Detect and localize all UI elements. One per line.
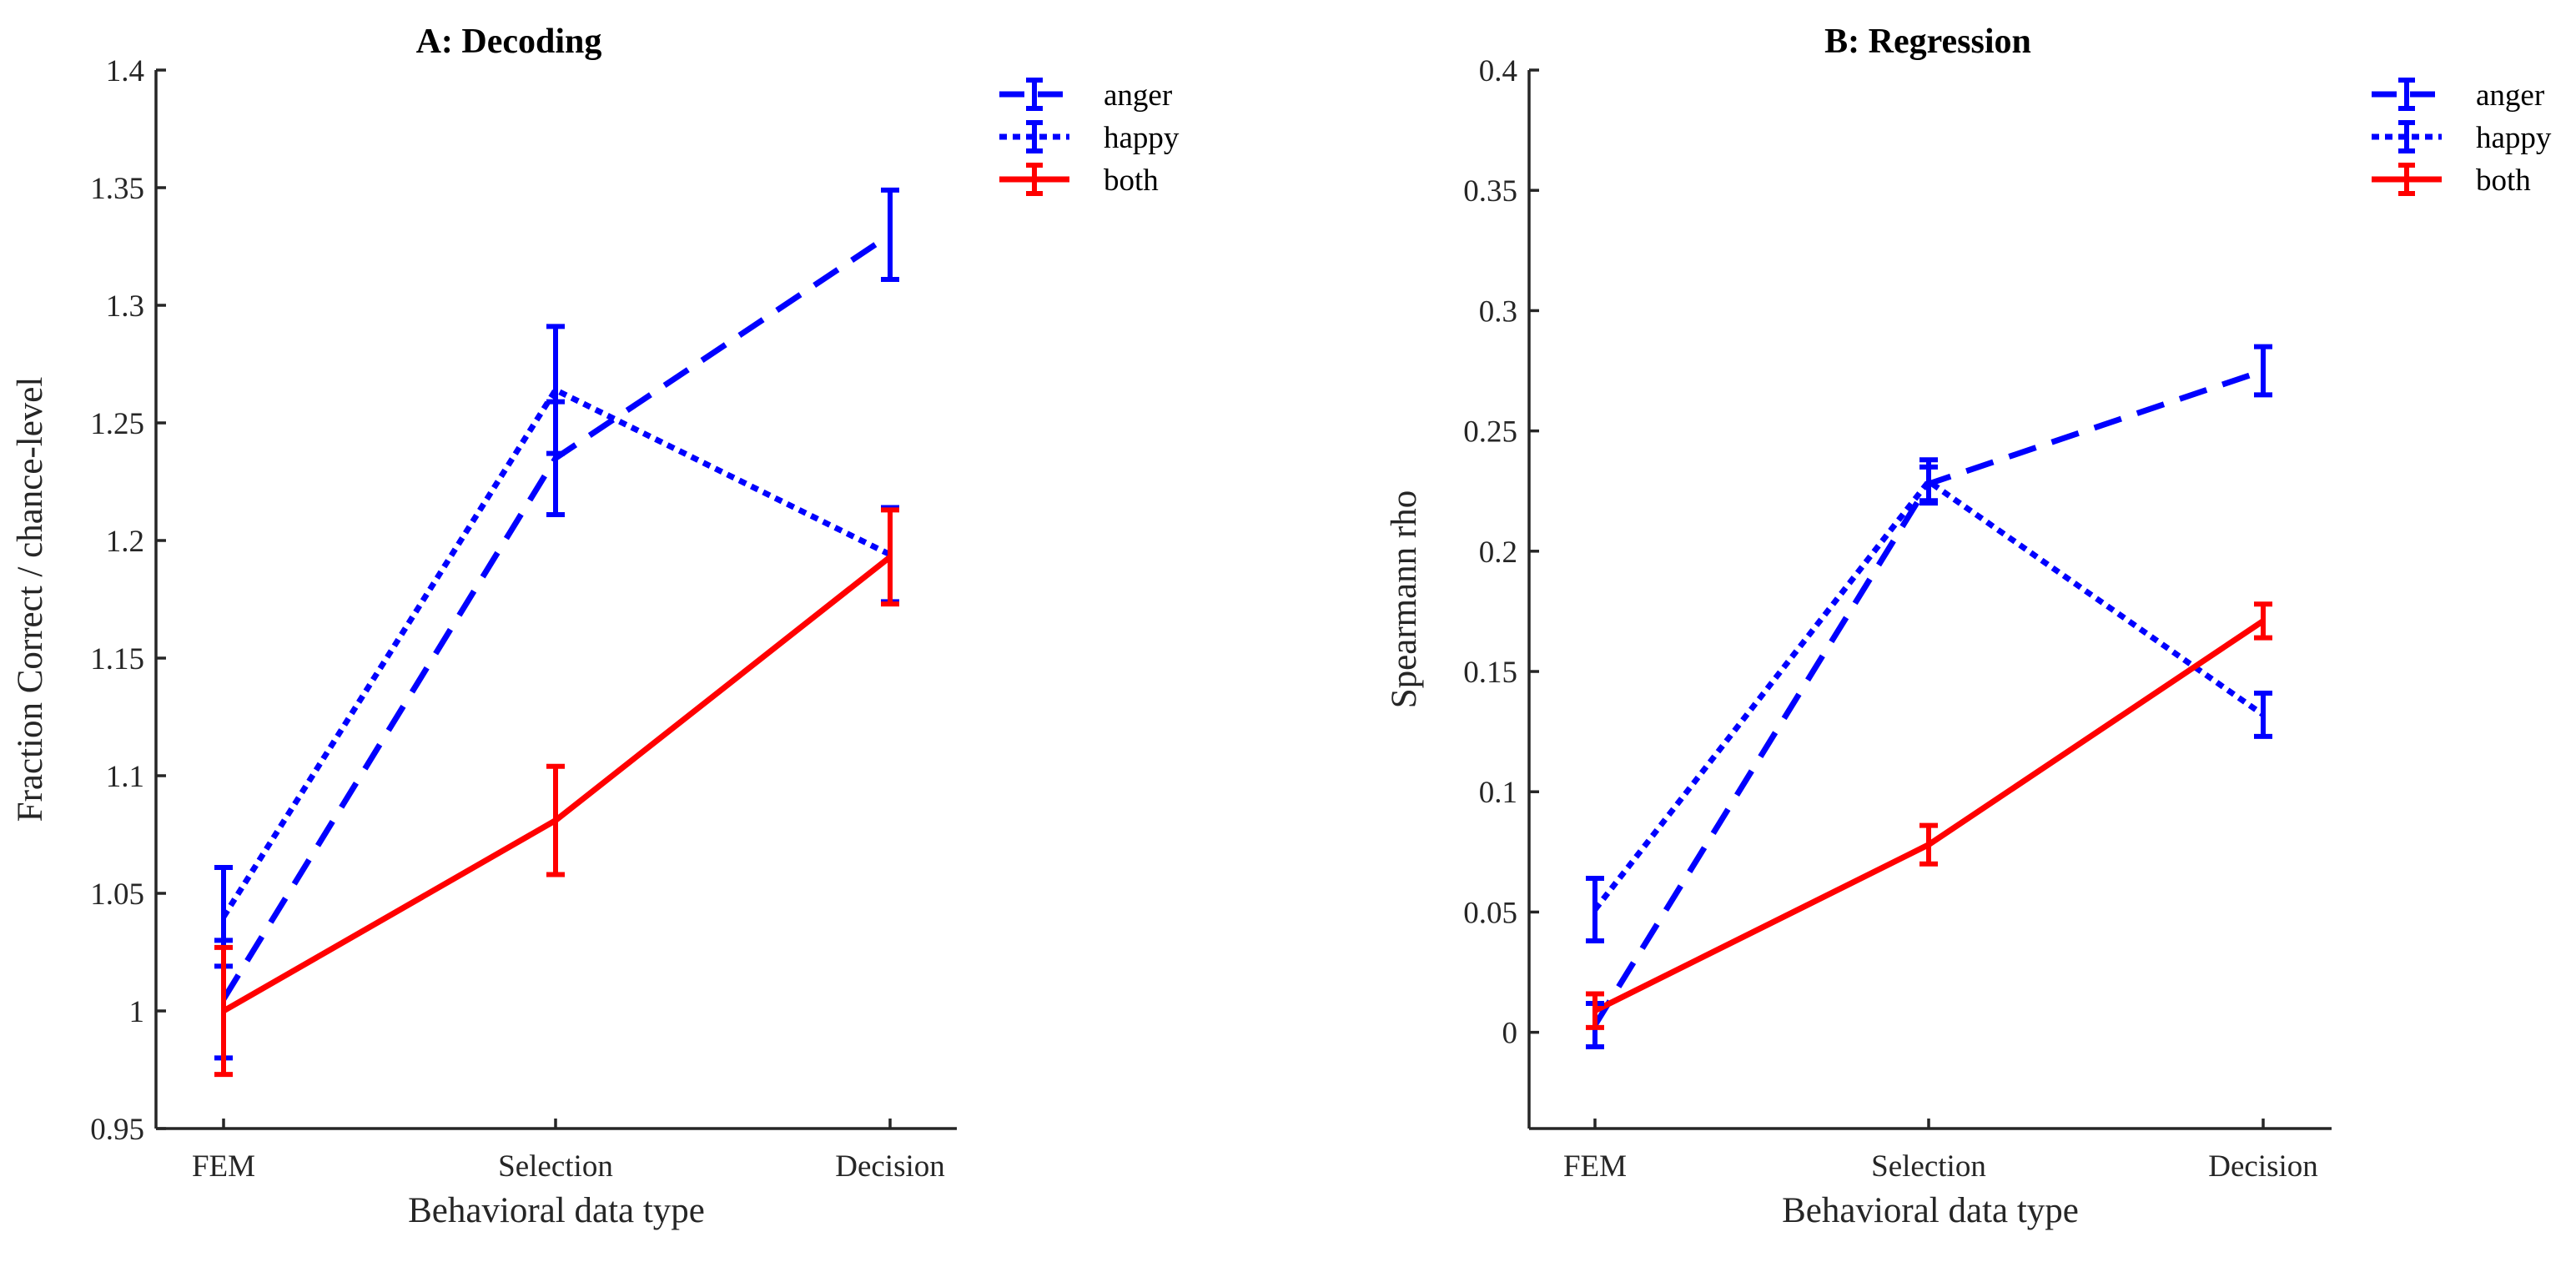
series-line-happy	[1592, 478, 2266, 912]
x-axis-title: Behavioral data type	[1782, 1191, 2079, 1230]
chart-panel-decoding: 0.95 1 1.05 1.1 1.15 1.2 1.25 1.3 1.35 1.4 FEM Sele…	[11, 23, 1180, 1230]
y-tick-label: 1.3	[106, 289, 144, 324]
y-tick-label: 1.05	[90, 877, 144, 912]
x-axis-title: Behavioral data type	[408, 1191, 705, 1230]
y-tick-label: 0.1	[1479, 776, 1517, 810]
x-tick-label: Selection	[1871, 1149, 1986, 1184]
y-tick-label: 0.15	[1463, 656, 1517, 690]
y-tick-label: 0	[1502, 1017, 1518, 1051]
y-tick-label: 1.4	[106, 54, 144, 88]
legend: anger happy both	[2372, 78, 2552, 198]
y-tick-label: 0.35	[1463, 174, 1517, 209]
legend-label-both: both	[1104, 163, 1159, 198]
y-tick-label: 0.2	[1479, 535, 1517, 570]
legend-label-happy: happy	[1104, 121, 1180, 155]
y-tick-label: 0.25	[1463, 415, 1517, 450]
legend-label-anger: anger	[2476, 78, 2544, 113]
chart-panel-regression: 0 0.05 0.1 0.15 0.2 0.25 0.3 0.35 0.4 FEM Selectio…	[1385, 23, 2552, 1230]
y-tick-label: 1.1	[106, 760, 144, 794]
y-tick-label: 1.25	[90, 407, 144, 441]
y-tick-label: 0.95	[90, 1113, 144, 1147]
x-tick-label: FEM	[192, 1149, 255, 1184]
y-axis-title: Spearmann rho	[1385, 490, 1424, 709]
y-tick-label: 1	[129, 995, 145, 1029]
y-tick-label: 1.15	[90, 642, 144, 676]
chart-title: B: Regression	[1824, 23, 2031, 61]
x-tick-label: Decision	[835, 1149, 945, 1184]
y-tick-label: 0.05	[1463, 896, 1517, 930]
y-tick-label: 0.4	[1479, 54, 1517, 88]
x-tick-label: Decision	[2208, 1149, 2318, 1184]
chart-title: A: Decoding	[416, 23, 602, 61]
x-tick-label: FEM	[1563, 1149, 1627, 1184]
legend-label-happy: happy	[2476, 121, 2552, 155]
y-axis-title: Fraction Correct / chance-level	[11, 377, 50, 822]
series-line-both	[1593, 618, 2265, 1013]
y-tick-label: 0.3	[1479, 294, 1517, 329]
legend-label-both: both	[2476, 163, 2531, 198]
y-tick-label: 1.2	[106, 525, 144, 559]
series-line-happy	[221, 387, 892, 919]
x-tick-label: Selection	[498, 1149, 613, 1184]
legend-label-anger: anger	[1104, 78, 1172, 113]
legend: anger happy both	[999, 78, 1180, 198]
y-tick-label: 1.35	[90, 172, 144, 206]
